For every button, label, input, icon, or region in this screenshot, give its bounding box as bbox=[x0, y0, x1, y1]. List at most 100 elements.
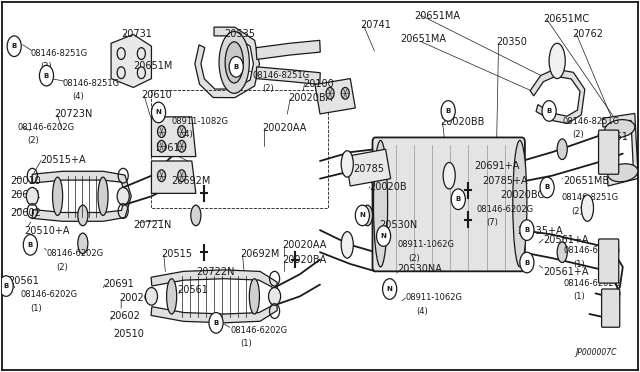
Text: 20020BA: 20020BA bbox=[283, 255, 327, 265]
Text: (1): (1) bbox=[30, 304, 42, 313]
Text: (1): (1) bbox=[573, 292, 585, 301]
Circle shape bbox=[178, 170, 186, 182]
Ellipse shape bbox=[605, 120, 635, 138]
Text: 20515: 20515 bbox=[161, 249, 193, 259]
Text: 20510: 20510 bbox=[113, 329, 144, 339]
Text: 20350: 20350 bbox=[497, 38, 527, 47]
Polygon shape bbox=[345, 149, 390, 186]
Ellipse shape bbox=[250, 279, 259, 314]
Ellipse shape bbox=[191, 205, 201, 226]
Polygon shape bbox=[315, 78, 355, 114]
Circle shape bbox=[157, 140, 166, 152]
Text: B: B bbox=[524, 260, 529, 266]
Text: (1): (1) bbox=[240, 339, 252, 348]
Circle shape bbox=[26, 187, 38, 205]
Circle shape bbox=[269, 288, 280, 305]
Text: 20692M: 20692M bbox=[240, 249, 280, 259]
Text: 20510+A: 20510+A bbox=[24, 226, 70, 236]
Circle shape bbox=[23, 235, 37, 255]
Circle shape bbox=[229, 57, 243, 77]
Text: (4): (4) bbox=[73, 92, 84, 101]
Text: 20691+A: 20691+A bbox=[474, 161, 520, 171]
Polygon shape bbox=[256, 40, 320, 60]
FancyBboxPatch shape bbox=[372, 137, 525, 271]
Text: (7): (7) bbox=[486, 218, 499, 227]
Text: 20530N: 20530N bbox=[380, 220, 418, 230]
FancyBboxPatch shape bbox=[602, 289, 620, 327]
FancyBboxPatch shape bbox=[598, 130, 619, 174]
Text: B: B bbox=[234, 64, 239, 70]
Ellipse shape bbox=[608, 164, 638, 182]
Text: 20691: 20691 bbox=[10, 190, 41, 201]
Text: 20561: 20561 bbox=[178, 285, 209, 295]
Ellipse shape bbox=[225, 42, 243, 83]
Text: 08146-8251G: 08146-8251G bbox=[562, 117, 620, 126]
Ellipse shape bbox=[78, 205, 88, 226]
Circle shape bbox=[152, 102, 166, 123]
Text: B: B bbox=[3, 283, 9, 289]
Text: 08146-8251G: 08146-8251G bbox=[63, 78, 120, 87]
Polygon shape bbox=[256, 67, 320, 84]
Text: 20020AA: 20020AA bbox=[283, 240, 327, 250]
Text: 08146-6202G: 08146-6202G bbox=[476, 205, 534, 214]
Circle shape bbox=[178, 126, 186, 137]
Text: 20020BB: 20020BB bbox=[440, 117, 484, 127]
Text: 08146-6202G: 08146-6202G bbox=[563, 279, 620, 288]
Text: 20561: 20561 bbox=[8, 276, 39, 286]
Ellipse shape bbox=[166, 279, 177, 314]
Text: (4): (4) bbox=[416, 307, 428, 316]
Text: N: N bbox=[156, 109, 161, 115]
Text: 20020AA: 20020AA bbox=[262, 123, 307, 133]
Polygon shape bbox=[195, 27, 259, 97]
Text: 08911-1082G: 08911-1082G bbox=[172, 117, 228, 126]
Text: 20535: 20535 bbox=[224, 29, 255, 39]
Text: (2): (2) bbox=[28, 136, 39, 145]
Circle shape bbox=[540, 177, 554, 198]
Text: B: B bbox=[545, 185, 550, 190]
Text: 08146-6202G: 08146-6202G bbox=[17, 123, 74, 132]
Text: (2): (2) bbox=[56, 263, 68, 272]
Polygon shape bbox=[151, 270, 277, 323]
Circle shape bbox=[117, 187, 129, 205]
Circle shape bbox=[7, 36, 21, 57]
Ellipse shape bbox=[362, 205, 372, 226]
Text: 20535+A: 20535+A bbox=[517, 226, 563, 236]
Text: (2): (2) bbox=[572, 130, 584, 139]
Circle shape bbox=[341, 87, 349, 99]
Text: 08146-8251G: 08146-8251G bbox=[30, 49, 88, 58]
Text: 20723N: 20723N bbox=[54, 109, 93, 119]
Text: 20610: 20610 bbox=[156, 143, 186, 153]
Text: 08146-6202G: 08146-6202G bbox=[20, 291, 77, 299]
Ellipse shape bbox=[557, 242, 567, 263]
Circle shape bbox=[145, 288, 157, 305]
Text: N: N bbox=[381, 233, 387, 239]
Circle shape bbox=[355, 205, 369, 226]
Text: 20515+A: 20515+A bbox=[40, 155, 86, 165]
Circle shape bbox=[138, 48, 145, 60]
Text: B: B bbox=[44, 73, 49, 78]
Text: 20692M: 20692M bbox=[172, 176, 211, 186]
Polygon shape bbox=[530, 69, 585, 124]
Circle shape bbox=[117, 67, 125, 78]
Ellipse shape bbox=[374, 140, 388, 267]
Text: 20751: 20751 bbox=[598, 132, 628, 142]
Text: 20785+A: 20785+A bbox=[483, 176, 528, 186]
Text: 08146-8251G: 08146-8251G bbox=[561, 193, 618, 202]
Text: 20651MA: 20651MA bbox=[414, 11, 460, 21]
Polygon shape bbox=[111, 35, 152, 87]
Ellipse shape bbox=[557, 139, 567, 160]
Circle shape bbox=[178, 140, 186, 152]
Text: 20020BC: 20020BC bbox=[500, 190, 545, 201]
Text: 20100: 20100 bbox=[303, 78, 333, 89]
Text: B: B bbox=[213, 320, 219, 326]
Circle shape bbox=[117, 48, 125, 60]
Circle shape bbox=[326, 87, 334, 99]
Polygon shape bbox=[152, 117, 196, 157]
Text: 20530NA: 20530NA bbox=[397, 264, 443, 274]
Text: N: N bbox=[360, 212, 365, 218]
Circle shape bbox=[520, 252, 534, 273]
Text: 20651M: 20651M bbox=[133, 61, 173, 71]
Ellipse shape bbox=[52, 177, 63, 215]
Ellipse shape bbox=[549, 43, 565, 78]
Ellipse shape bbox=[341, 232, 353, 258]
